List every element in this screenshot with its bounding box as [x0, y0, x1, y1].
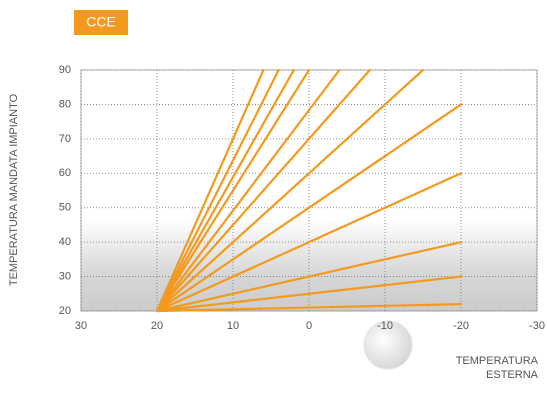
x-tick-label: 30 [75, 320, 87, 332]
curve [155, 241, 463, 313]
y-tick-label: 70 [59, 133, 71, 145]
curve [155, 303, 463, 313]
curve [155, 68, 311, 313]
curve [155, 172, 463, 313]
y-tick-label: 80 [59, 98, 71, 110]
y-tick-label: 40 [59, 236, 71, 248]
x-tick-label: -30 [529, 320, 545, 332]
x-tick-label: 0 [306, 320, 312, 332]
x-tick-label: -10 [377, 320, 393, 332]
y-tick-label: 90 [59, 64, 71, 76]
badge-bg [74, 10, 128, 35]
x-axis-label: ESTERNA [486, 369, 539, 381]
y-tick-label: 30 [59, 270, 71, 282]
curve [155, 68, 341, 313]
x-tick-label: 10 [227, 320, 239, 332]
curve [155, 68, 425, 313]
curve [155, 275, 463, 313]
x-tick-label: -20 [453, 320, 469, 332]
curve [155, 103, 463, 313]
y-tick-label: 20 [59, 305, 71, 317]
y-tick-label: 60 [59, 167, 71, 179]
x-tick-label: 20 [151, 320, 163, 332]
curve [155, 68, 371, 313]
curve [155, 68, 295, 313]
x-axis-label: TEMPERATURA [456, 355, 539, 367]
curve [155, 68, 280, 313]
curve [155, 68, 265, 313]
y-axis-label: TEMPERATURA MANDATA IMPIANTO [8, 93, 20, 286]
badge: CCE [86, 14, 116, 30]
knob [363, 320, 413, 370]
y-tick-label: 50 [59, 202, 71, 214]
